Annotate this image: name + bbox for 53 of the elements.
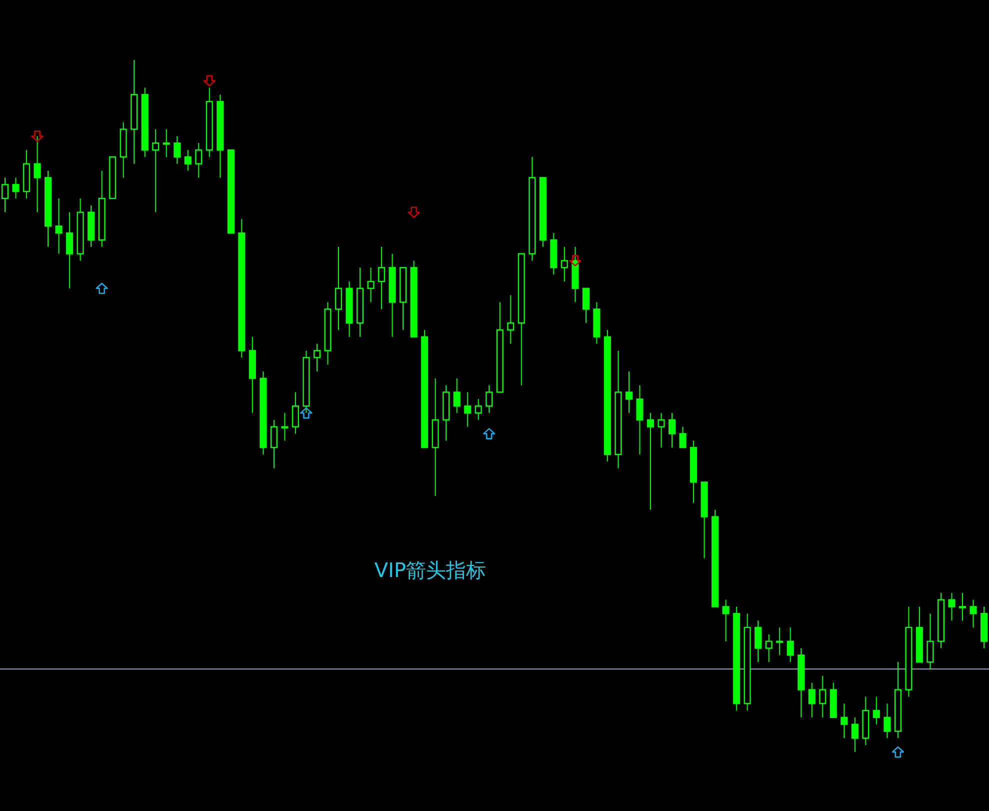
candlestick [162, 128, 170, 158]
candlestick [808, 682, 816, 718]
candlestick [819, 675, 826, 718]
candlestick [765, 634, 772, 663]
candlestick [152, 128, 160, 213]
candlestick [270, 419, 278, 469]
candlestick [378, 246, 386, 310]
candlestick [195, 142, 202, 178]
point [569, 255, 582, 266]
point [300, 407, 312, 419]
candlestick [636, 384, 644, 455]
candlestick [507, 294, 514, 344]
point [31, 130, 44, 142]
point [96, 282, 108, 294]
point [203, 75, 216, 86]
candlestick [754, 620, 762, 663]
candlestick [970, 599, 977, 628]
candlestick [776, 626, 784, 656]
candlestick [722, 599, 730, 642]
candlestick [958, 592, 966, 622]
candlestick [474, 398, 482, 420]
candlestick [625, 370, 633, 414]
candlestick [948, 592, 956, 622]
candlestick [560, 246, 568, 282]
candlestick [658, 412, 665, 448]
candlestick [334, 246, 342, 330]
candlestick [786, 626, 794, 663]
candlestick [840, 703, 848, 739]
candlestick [184, 149, 192, 172]
candlestick [679, 426, 686, 448]
candlestick [174, 136, 181, 164]
candlestick [453, 378, 460, 414]
candlestick [292, 392, 299, 434]
candlestick [646, 412, 654, 510]
candlestick [55, 198, 62, 254]
candlestick [486, 384, 493, 414]
candlestick [281, 412, 288, 442]
candlestick [884, 703, 891, 739]
candlestick [367, 267, 374, 303]
point [482, 428, 496, 440]
candlestick [12, 177, 20, 199]
candlestick [34, 136, 41, 213]
candlestick [582, 288, 590, 324]
candlestick [872, 696, 880, 725]
candlestick [66, 212, 74, 289]
candlestick [668, 412, 676, 448]
point [892, 746, 904, 758]
point [408, 206, 420, 218]
candlestick [464, 392, 472, 428]
candlestick [851, 716, 858, 752]
candlestick [313, 343, 321, 372]
candlestick [926, 613, 934, 670]
annotation: VIP箭头指标 [374, 558, 486, 582]
